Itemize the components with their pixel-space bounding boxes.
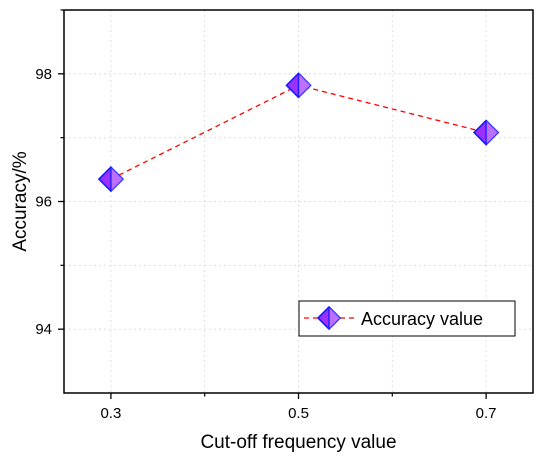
diamond-highlight xyxy=(486,120,499,145)
diamond-highlight xyxy=(298,73,311,98)
diamond-highlight xyxy=(110,167,123,192)
diamond-highlight xyxy=(329,307,340,329)
legend-diamond xyxy=(316,305,342,331)
legend-diamond-marker xyxy=(316,305,342,331)
y-axis-title: Accuracy/% xyxy=(10,151,31,251)
x-axis-title: Cut-off frequency value xyxy=(200,432,396,453)
series-accuracy xyxy=(97,72,500,193)
data-point-marker xyxy=(97,166,125,193)
x-tick-label: 0.3 xyxy=(100,405,121,422)
y-tick-label: 98 xyxy=(35,66,52,83)
x-tick-label: 0.7 xyxy=(476,405,497,422)
legend-box xyxy=(298,300,516,337)
axis-ticks: 0.3 0.5 0.7 94 96 98 xyxy=(35,9,497,422)
data-point-marker xyxy=(285,72,312,99)
y-tick-label: 96 xyxy=(35,194,52,211)
x-tick-label: 0.5 xyxy=(288,405,309,422)
legend-label: Accuracy value xyxy=(361,309,483,329)
data-point-marker xyxy=(472,119,500,146)
legend: Accuracy value xyxy=(298,300,516,337)
y-tick-label: 94 xyxy=(35,321,52,338)
